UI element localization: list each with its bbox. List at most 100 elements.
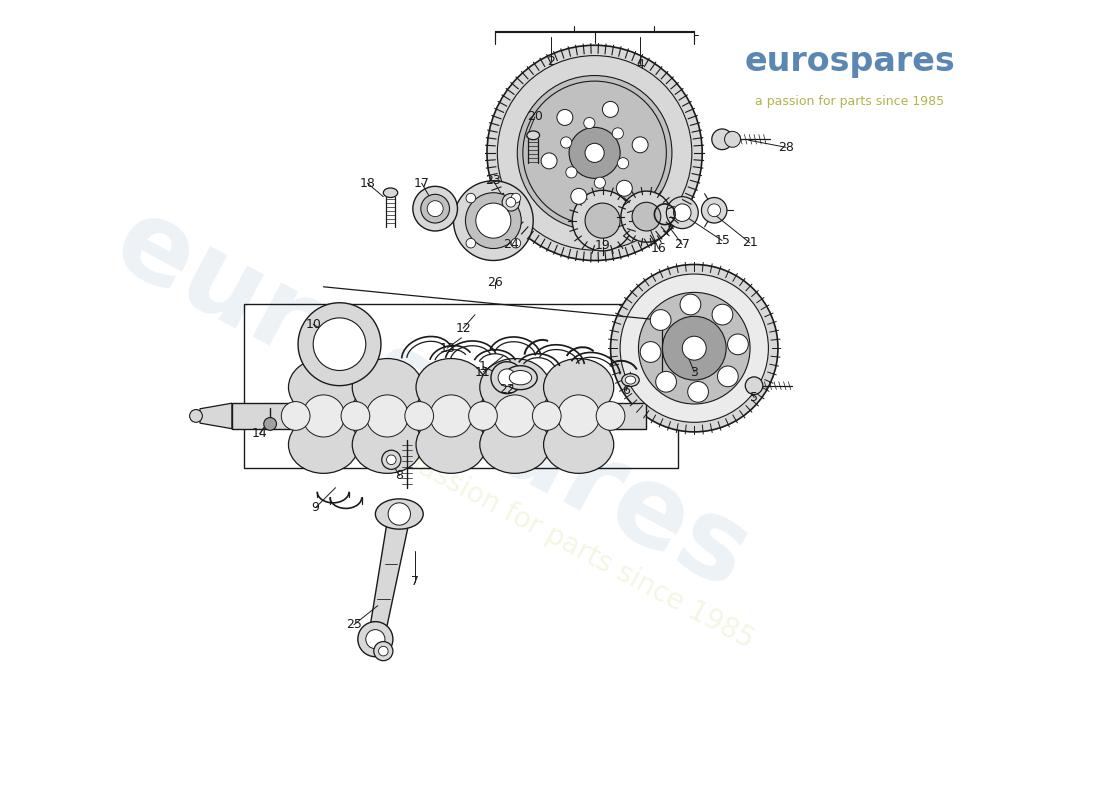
Circle shape: [561, 137, 572, 148]
Text: 21: 21: [742, 237, 758, 250]
Ellipse shape: [352, 358, 422, 416]
Circle shape: [571, 188, 586, 204]
Circle shape: [466, 194, 475, 203]
Circle shape: [539, 97, 650, 209]
Ellipse shape: [352, 416, 422, 474]
Ellipse shape: [527, 131, 540, 140]
Circle shape: [465, 193, 521, 249]
Circle shape: [688, 382, 708, 402]
Bar: [232, 403, 647, 429]
Circle shape: [532, 402, 561, 430]
Ellipse shape: [625, 376, 636, 384]
Ellipse shape: [621, 374, 639, 386]
Text: eurospares: eurospares: [96, 188, 767, 612]
Circle shape: [374, 642, 393, 661]
Text: 7: 7: [411, 575, 419, 588]
Circle shape: [189, 410, 202, 422]
Circle shape: [746, 377, 762, 394]
Circle shape: [565, 166, 578, 178]
Circle shape: [656, 371, 676, 392]
Ellipse shape: [504, 366, 537, 390]
Circle shape: [506, 198, 516, 207]
Circle shape: [557, 110, 573, 126]
Circle shape: [558, 395, 600, 437]
Circle shape: [707, 204, 721, 217]
Ellipse shape: [416, 358, 486, 416]
Circle shape: [617, 158, 629, 169]
Circle shape: [596, 402, 625, 430]
Text: 20: 20: [527, 110, 542, 123]
Ellipse shape: [288, 358, 359, 416]
Circle shape: [702, 198, 727, 223]
Ellipse shape: [383, 188, 398, 198]
Circle shape: [673, 204, 691, 222]
Circle shape: [717, 366, 738, 386]
Circle shape: [667, 197, 698, 229]
Circle shape: [620, 274, 769, 422]
Circle shape: [638, 292, 750, 404]
Circle shape: [662, 316, 726, 380]
Text: 2: 2: [547, 54, 554, 68]
Circle shape: [378, 646, 388, 656]
Text: a passion for parts since 1985: a passion for parts since 1985: [756, 94, 944, 107]
Text: 11: 11: [475, 366, 491, 378]
Text: 25: 25: [345, 618, 362, 631]
Ellipse shape: [416, 416, 486, 474]
Text: 4: 4: [636, 58, 644, 71]
Text: 6: 6: [623, 384, 630, 397]
Circle shape: [494, 395, 536, 437]
Circle shape: [640, 342, 661, 362]
Circle shape: [727, 334, 748, 354]
Text: a passion for parts since 1985: a passion for parts since 1985: [375, 433, 759, 654]
Text: 10: 10: [305, 318, 321, 330]
Circle shape: [302, 395, 344, 437]
Circle shape: [491, 362, 522, 394]
Circle shape: [603, 102, 618, 118]
Circle shape: [341, 402, 370, 430]
Circle shape: [632, 137, 648, 153]
Circle shape: [502, 194, 519, 211]
Circle shape: [725, 131, 740, 147]
Circle shape: [569, 127, 620, 178]
Text: 1: 1: [480, 360, 487, 373]
Text: 18: 18: [360, 177, 375, 190]
Circle shape: [427, 201, 443, 217]
Circle shape: [358, 622, 393, 657]
Circle shape: [314, 318, 366, 370]
Text: 8: 8: [395, 470, 404, 482]
Circle shape: [476, 203, 510, 238]
Circle shape: [453, 181, 534, 261]
Circle shape: [386, 455, 396, 465]
Circle shape: [366, 395, 408, 437]
Text: 16: 16: [650, 242, 667, 255]
Circle shape: [650, 310, 671, 330]
Text: 17: 17: [414, 177, 429, 190]
Text: 14: 14: [252, 427, 267, 440]
Text: 19: 19: [595, 239, 610, 252]
Circle shape: [632, 202, 661, 231]
Text: eurospares: eurospares: [745, 45, 955, 78]
Circle shape: [682, 336, 706, 360]
Circle shape: [264, 418, 276, 430]
Circle shape: [610, 265, 778, 432]
Circle shape: [585, 143, 604, 162]
Circle shape: [594, 177, 605, 188]
Text: 24: 24: [503, 238, 519, 251]
Text: 28: 28: [778, 141, 794, 154]
Circle shape: [466, 238, 475, 248]
Text: 27: 27: [674, 238, 690, 251]
Circle shape: [585, 203, 620, 238]
Circle shape: [680, 294, 701, 315]
Circle shape: [498, 369, 516, 386]
Text: 12: 12: [455, 322, 471, 334]
Ellipse shape: [480, 358, 550, 416]
Circle shape: [382, 450, 400, 470]
Text: 9: 9: [311, 501, 319, 514]
Circle shape: [613, 128, 624, 139]
Circle shape: [388, 503, 410, 525]
Ellipse shape: [375, 499, 424, 529]
Polygon shape: [367, 515, 410, 643]
Circle shape: [497, 55, 692, 250]
Bar: [244, 304, 679, 468]
Text: 5: 5: [750, 391, 758, 404]
